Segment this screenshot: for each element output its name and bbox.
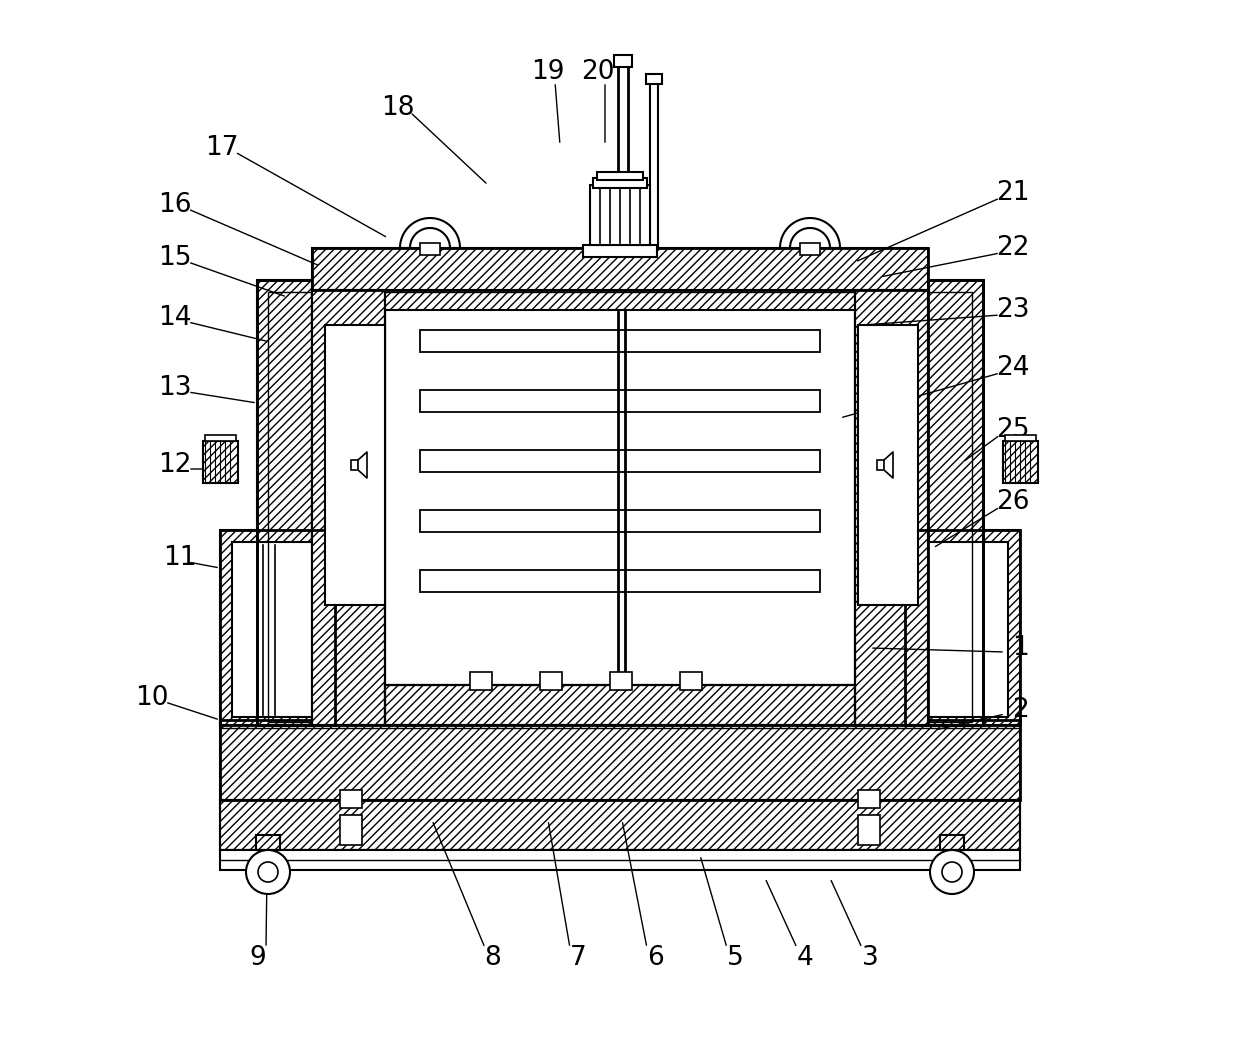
Text: 23: 23 (996, 297, 1029, 323)
Text: 22: 22 (996, 235, 1029, 261)
Bar (928, 280, 983, 725)
Text: 20: 20 (582, 59, 615, 85)
Bar (219, 800, 1021, 850)
Text: 21: 21 (996, 180, 1029, 206)
Bar (312, 290, 928, 725)
Bar (340, 815, 362, 845)
Bar (918, 542, 1008, 717)
Bar (268, 292, 972, 722)
Text: 16: 16 (159, 192, 192, 218)
Bar (257, 280, 312, 725)
Bar (312, 248, 928, 290)
Bar (905, 530, 1021, 725)
Circle shape (930, 850, 973, 894)
Bar (420, 510, 820, 532)
Text: 2: 2 (1012, 697, 1028, 723)
Bar (877, 460, 884, 470)
Bar (858, 325, 918, 605)
Bar (858, 815, 880, 845)
Text: 8: 8 (485, 945, 501, 971)
Text: 17: 17 (206, 135, 239, 161)
Bar (257, 280, 312, 725)
Bar (312, 290, 384, 725)
Bar (312, 248, 928, 290)
Bar (384, 310, 856, 705)
Bar (384, 685, 856, 725)
Bar (384, 685, 856, 725)
Text: 24: 24 (996, 355, 1029, 381)
Bar (596, 172, 644, 180)
Text: 5: 5 (727, 945, 743, 971)
Bar (219, 850, 1021, 870)
Bar (614, 55, 632, 67)
Bar (205, 435, 236, 441)
Bar (680, 672, 702, 690)
Bar (219, 720, 1021, 800)
Bar (646, 74, 662, 84)
Circle shape (246, 850, 290, 894)
Bar (1003, 441, 1038, 483)
Bar (340, 790, 362, 808)
Polygon shape (358, 460, 367, 478)
Bar (583, 245, 657, 257)
Polygon shape (884, 460, 893, 478)
Bar (312, 290, 384, 725)
Bar (232, 542, 322, 717)
Bar (219, 530, 335, 725)
Text: 25: 25 (996, 417, 1029, 443)
Text: 6: 6 (646, 945, 663, 971)
Bar (420, 390, 820, 412)
Bar (420, 450, 820, 472)
Text: 15: 15 (159, 245, 192, 271)
Text: 10: 10 (135, 685, 169, 711)
Text: 4: 4 (796, 945, 813, 971)
Bar (856, 290, 928, 725)
Bar (219, 530, 335, 725)
Bar (856, 290, 928, 725)
Bar (470, 672, 492, 690)
Bar (219, 720, 1021, 800)
Text: 18: 18 (381, 95, 414, 121)
Bar (610, 672, 632, 690)
Bar (351, 460, 358, 470)
Bar (384, 310, 856, 685)
Bar (539, 672, 562, 690)
Text: 7: 7 (569, 945, 587, 971)
Bar (1004, 435, 1035, 441)
Bar (420, 330, 820, 352)
Bar (858, 790, 880, 808)
Bar (928, 280, 983, 725)
Text: 19: 19 (531, 59, 564, 85)
Bar (257, 280, 983, 725)
Bar (800, 243, 820, 255)
Text: 1: 1 (1012, 635, 1028, 661)
Text: 11: 11 (164, 545, 197, 571)
Bar (325, 325, 384, 605)
Circle shape (942, 862, 962, 882)
Text: 26: 26 (996, 489, 1029, 515)
Text: 13: 13 (159, 375, 192, 401)
Text: 3: 3 (862, 945, 878, 971)
Bar (590, 185, 650, 245)
Bar (905, 530, 1021, 725)
Text: 12: 12 (159, 452, 192, 478)
Bar (203, 441, 238, 483)
Text: 9: 9 (249, 945, 267, 971)
Bar (420, 570, 820, 592)
Bar (420, 243, 440, 255)
Circle shape (258, 862, 278, 882)
Bar (593, 178, 647, 188)
Text: 14: 14 (159, 305, 192, 331)
Bar (219, 800, 1021, 850)
